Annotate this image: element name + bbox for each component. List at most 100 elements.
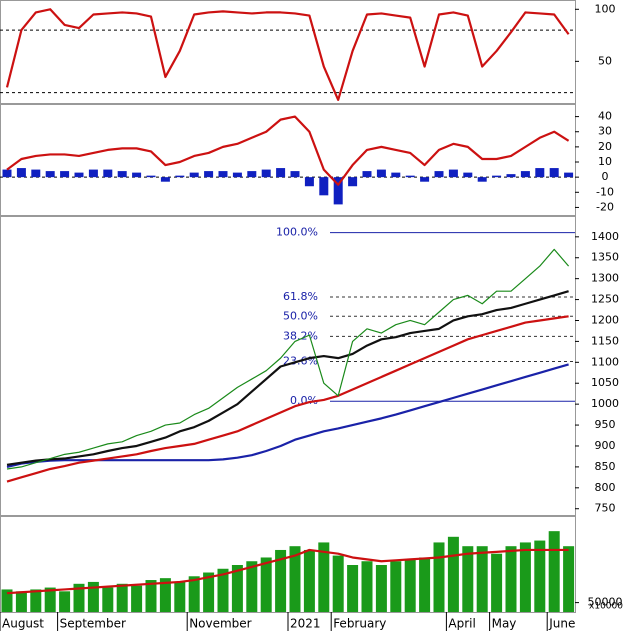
y-tick-label: 900 bbox=[595, 439, 616, 452]
bar bbox=[103, 169, 113, 178]
bar bbox=[218, 171, 228, 178]
bar bbox=[304, 177, 314, 187]
fib-label: 100.0% bbox=[276, 226, 318, 239]
y-tick-label: 50 bbox=[598, 54, 612, 67]
bar bbox=[361, 561, 373, 612]
line bbox=[5, 8, 570, 101]
y-tick-label: 1100 bbox=[591, 355, 619, 368]
bar bbox=[332, 555, 344, 612]
bar bbox=[534, 540, 546, 612]
fib-label: 38.2% bbox=[283, 329, 318, 342]
bar bbox=[73, 583, 85, 612]
y-tick-label: 100 bbox=[595, 2, 616, 15]
bar bbox=[433, 542, 445, 612]
bar bbox=[261, 169, 271, 178]
bar bbox=[146, 175, 156, 178]
y-tick-label: 0 bbox=[602, 170, 609, 183]
bar bbox=[318, 542, 330, 612]
bar bbox=[391, 172, 401, 178]
bar bbox=[290, 171, 300, 178]
bar bbox=[203, 572, 215, 612]
bar bbox=[491, 553, 503, 612]
bar bbox=[174, 581, 186, 612]
bar bbox=[88, 169, 98, 178]
bar bbox=[2, 169, 12, 178]
y-tick-label: 1300 bbox=[591, 272, 619, 285]
y-tick-label: 1200 bbox=[591, 313, 619, 326]
bar bbox=[247, 171, 257, 178]
y-tick-label: 40 bbox=[598, 110, 612, 123]
y-tick-label: -10 bbox=[596, 185, 614, 198]
bar bbox=[16, 168, 26, 178]
panel-frame bbox=[0, 216, 576, 516]
bar bbox=[116, 583, 128, 612]
bar bbox=[102, 587, 114, 612]
bar bbox=[362, 171, 372, 178]
bar bbox=[145, 580, 157, 612]
y-tick-label: 1150 bbox=[591, 334, 619, 347]
y-tick-label: 20 bbox=[598, 140, 612, 153]
bar bbox=[131, 585, 143, 612]
bar bbox=[477, 177, 487, 182]
bar bbox=[519, 542, 531, 612]
bar bbox=[289, 546, 301, 612]
bar bbox=[231, 565, 243, 612]
fib-label: 50.0% bbox=[283, 309, 318, 322]
panel-frame bbox=[0, 104, 576, 216]
x-tick-label: August bbox=[2, 617, 44, 631]
bar bbox=[87, 581, 99, 612]
bar bbox=[549, 168, 559, 178]
y-tick-label: 1000 bbox=[591, 397, 619, 410]
bar bbox=[448, 169, 458, 178]
bar bbox=[1, 589, 13, 612]
y-tick-label: 950 bbox=[595, 418, 616, 431]
bar bbox=[405, 175, 415, 178]
y-tick-label: 1350 bbox=[591, 251, 619, 264]
bar bbox=[348, 177, 358, 187]
bar bbox=[419, 557, 431, 612]
bar bbox=[505, 546, 517, 612]
bar bbox=[160, 177, 170, 182]
bar bbox=[535, 168, 545, 178]
bar bbox=[275, 549, 287, 612]
bar bbox=[44, 587, 56, 612]
bar bbox=[159, 578, 171, 612]
bar bbox=[303, 549, 315, 612]
bar bbox=[390, 561, 402, 612]
unit-label: x10000 bbox=[589, 602, 623, 612]
bar bbox=[188, 576, 200, 612]
bar bbox=[319, 177, 329, 196]
bar bbox=[375, 565, 387, 612]
bar bbox=[520, 171, 530, 178]
bar bbox=[404, 559, 416, 612]
bar bbox=[462, 546, 474, 612]
x-tick-label: May bbox=[492, 617, 517, 631]
y-tick-label: 750 bbox=[595, 502, 616, 515]
bar bbox=[476, 546, 488, 612]
bar bbox=[74, 172, 84, 178]
x-tick-label: June bbox=[548, 617, 575, 631]
line bbox=[6, 548, 569, 595]
x-tick-label: 2021 bbox=[290, 617, 321, 631]
y-tick-label: 1250 bbox=[591, 293, 619, 306]
bar bbox=[447, 536, 459, 612]
bar bbox=[59, 591, 71, 612]
bar bbox=[564, 172, 574, 178]
bar bbox=[548, 531, 560, 612]
line bbox=[6, 115, 570, 186]
bar bbox=[506, 174, 516, 178]
bar bbox=[45, 171, 55, 178]
y-tick-label: 800 bbox=[595, 481, 616, 494]
y-tick-label: 850 bbox=[595, 460, 616, 473]
bar bbox=[204, 171, 214, 178]
x-tick-label: September bbox=[60, 617, 126, 631]
panel-frame bbox=[0, 0, 576, 104]
bar bbox=[30, 589, 42, 612]
x-tick-label: February bbox=[333, 617, 386, 631]
bar bbox=[117, 171, 127, 178]
line bbox=[6, 290, 569, 466]
bar bbox=[175, 175, 185, 178]
bar bbox=[246, 561, 258, 612]
